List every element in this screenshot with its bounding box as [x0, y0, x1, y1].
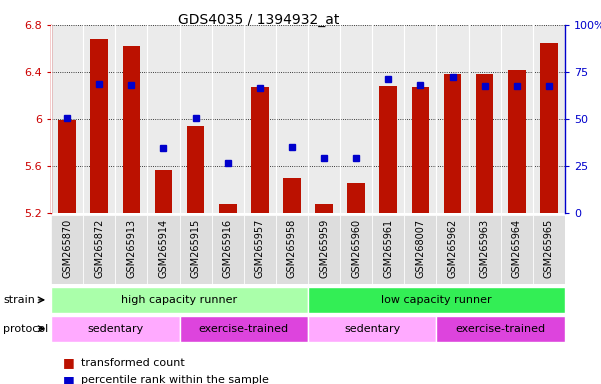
Text: exercise-trained: exercise-trained	[199, 324, 289, 334]
Text: transformed count: transformed count	[81, 358, 185, 368]
Text: sedentary: sedentary	[87, 324, 144, 334]
Bar	[436, 316, 565, 342]
Bar	[123, 46, 140, 213]
Text: GSM265964: GSM265964	[512, 218, 522, 278]
Bar	[147, 215, 180, 284]
Text: high capacity runner: high capacity runner	[121, 295, 237, 305]
Text: low capacity runner: low capacity runner	[381, 295, 492, 305]
Text: ■: ■	[63, 356, 75, 369]
Text: percentile rank within the sample: percentile rank within the sample	[81, 375, 269, 384]
Bar	[244, 215, 276, 284]
Text: GSM265959: GSM265959	[319, 218, 329, 278]
Bar	[58, 120, 76, 213]
Bar	[51, 316, 180, 342]
Bar	[90, 39, 108, 213]
Text: GSM265913: GSM265913	[126, 218, 136, 278]
Bar	[436, 215, 469, 284]
Bar	[372, 215, 404, 284]
Text: strain: strain	[3, 295, 35, 305]
Text: GSM268007: GSM268007	[415, 218, 426, 278]
Bar	[308, 215, 340, 284]
Text: GSM265965: GSM265965	[544, 218, 554, 278]
Bar	[212, 215, 244, 284]
Text: GDS4035 / 1394932_at: GDS4035 / 1394932_at	[178, 13, 339, 27]
Bar	[340, 215, 372, 284]
Bar	[276, 215, 308, 284]
Bar	[51, 215, 83, 284]
Bar	[501, 215, 533, 284]
Bar	[187, 126, 204, 213]
Bar	[283, 178, 300, 213]
Text: GSM265962: GSM265962	[448, 218, 457, 278]
Bar	[316, 204, 333, 213]
Bar	[180, 215, 212, 284]
Bar	[347, 182, 365, 213]
Bar	[404, 215, 436, 284]
Bar	[533, 215, 565, 284]
Bar	[476, 74, 493, 213]
Text: GSM265916: GSM265916	[223, 218, 233, 278]
Text: GSM265960: GSM265960	[351, 218, 361, 278]
Bar	[412, 87, 429, 213]
Bar	[154, 170, 172, 213]
Bar	[379, 86, 397, 213]
Text: GSM265961: GSM265961	[383, 218, 393, 278]
Text: protocol: protocol	[3, 324, 48, 334]
Text: GSM265872: GSM265872	[94, 218, 104, 278]
Bar	[444, 74, 462, 213]
Bar	[308, 316, 436, 342]
Bar	[540, 43, 558, 213]
Bar	[180, 316, 308, 342]
Bar	[469, 215, 501, 284]
Text: GSM265870: GSM265870	[62, 218, 72, 278]
Bar	[83, 215, 115, 284]
Bar	[508, 70, 526, 213]
Bar	[115, 215, 147, 284]
Text: ■: ■	[63, 374, 75, 384]
Bar	[51, 287, 308, 313]
Bar	[219, 204, 237, 213]
Bar	[251, 87, 269, 213]
Text: exercise-trained: exercise-trained	[456, 324, 546, 334]
Text: GSM265963: GSM265963	[480, 218, 490, 278]
Bar	[308, 287, 565, 313]
Text: GSM265914: GSM265914	[159, 218, 168, 278]
Text: GSM265915: GSM265915	[191, 218, 201, 278]
Text: GSM265958: GSM265958	[287, 218, 297, 278]
Text: GSM265957: GSM265957	[255, 218, 265, 278]
Text: sedentary: sedentary	[344, 324, 400, 334]
